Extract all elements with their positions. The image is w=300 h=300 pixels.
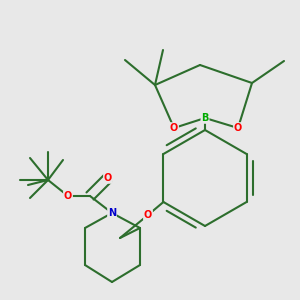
Text: B: B xyxy=(201,113,209,123)
Text: N: N xyxy=(108,208,116,218)
Text: O: O xyxy=(234,123,242,133)
Text: O: O xyxy=(144,210,152,220)
Text: O: O xyxy=(64,191,72,201)
Text: O: O xyxy=(104,173,112,183)
Text: O: O xyxy=(170,123,178,133)
